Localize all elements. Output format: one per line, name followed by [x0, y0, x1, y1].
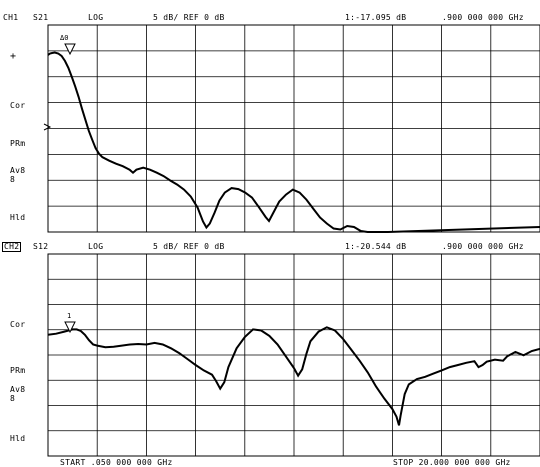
ch1-marker-readout: 1:-17.095 dB	[345, 13, 407, 22]
ch1-scale-ref: 5 dB/ REF 0 dB	[153, 13, 225, 22]
ch1-side-hld: Hld	[10, 213, 26, 222]
ch1-marker-label: Δ0	[60, 34, 68, 42]
ch2-side-prm: PRm	[10, 366, 26, 375]
ch2-marker-freq: .900 000 000 GHz	[442, 242, 524, 251]
ch1-marker-freq: .900 000 000 GHz	[442, 13, 524, 22]
ch2-side-avg: Av8	[10, 385, 26, 394]
ch2-marker-label: 1	[67, 312, 71, 320]
ch2-graticule	[47, 253, 540, 457]
ch2-marker-icon: 1	[64, 312, 76, 334]
ch1-side-plus: +	[10, 51, 17, 62]
ch2-side-hld: Hld	[10, 434, 26, 443]
ch1-side-prm: PRm	[10, 139, 26, 148]
ch2-format: LOG	[88, 242, 104, 251]
ch2-label: CH2	[1, 242, 22, 252]
ch1-parameter: S21	[33, 13, 49, 22]
ch1-side-avg-count: 8	[10, 175, 16, 184]
ch2-marker-readout: 1:-20.544 dB	[345, 242, 407, 251]
ch1-label: CH1	[3, 13, 19, 22]
ch2-trace	[47, 326, 540, 426]
ch1-side-avg: Av8	[10, 166, 26, 175]
ch1-trace	[47, 51, 540, 233]
stop-frequency: STOP 20.000 000 000 GHz	[393, 458, 511, 467]
ch2-side-avg-count: 8	[10, 394, 16, 403]
start-frequency: START .050 000 000 GHz	[60, 458, 173, 467]
ch1-reference-arrow-icon	[43, 123, 52, 131]
ch1-format: LOG	[88, 13, 104, 22]
ch1-side-cor: Cor	[10, 101, 26, 110]
ch2-scale-ref: 5 dB/ REF 0 dB	[153, 242, 225, 251]
ch2-parameter: S12	[33, 242, 49, 251]
ch1-marker-icon: Δ0	[60, 34, 76, 56]
ch1-graticule	[47, 24, 540, 233]
ch2-side-cor: Cor	[10, 320, 26, 329]
